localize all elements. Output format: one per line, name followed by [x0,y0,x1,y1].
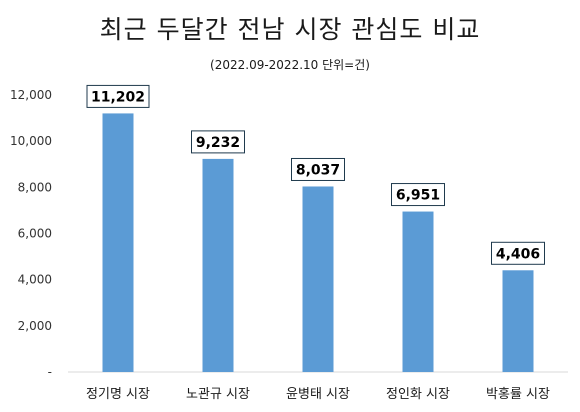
data-label-box [291,157,345,181]
data-label-box [86,84,150,108]
y-tick-label: - [48,365,52,379]
bar [302,186,334,372]
x-tick-label: 윤병태 시장 [286,387,350,402]
data-label: 8,037 [296,162,340,178]
data-label-box [391,183,445,207]
y-tick-label: 12,000 [10,88,52,102]
x-tick-label: 노관규 시장 [186,387,250,402]
x-tick-label: 정기명 시장 [86,387,150,402]
bar [502,270,534,372]
y-tick-label: 10,000 [10,134,52,148]
data-label-box [491,241,545,265]
bar [102,113,134,372]
y-tick-label: 8,000 [18,180,52,194]
y-tick-label: 4,000 [18,273,52,287]
bar [402,211,434,372]
data-label: 6,951 [396,188,440,204]
data-label-box [191,130,245,154]
data-label: 9,232 [196,135,240,151]
x-tick-label: 정인화 시장 [386,387,450,402]
x-tick-label: 박홍률 시장 [486,387,550,402]
y-tick-label: 2,000 [18,319,52,333]
chart-subtitle: (2022.09-2022.10 단위=건) [210,58,370,72]
data-label: 11,202 [91,89,145,105]
y-tick-label: 6,000 [18,227,52,241]
chart-title: 최근 두달간 전남 시장 관심도 비교 [99,15,481,44]
bar [202,158,234,372]
data-label: 4,406 [496,246,540,262]
